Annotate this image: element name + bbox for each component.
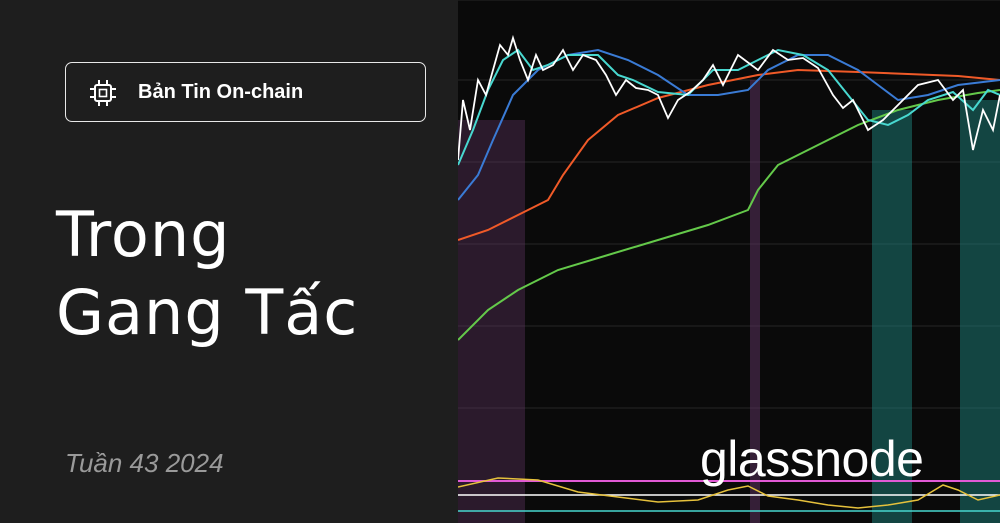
line bbox=[458, 477, 1000, 509]
chip-icon bbox=[90, 80, 116, 106]
grid bbox=[458, 0, 1000, 409]
band bbox=[750, 80, 760, 523]
chart-bg bbox=[458, 0, 1000, 523]
line bbox=[458, 48, 1000, 201]
badge-text: Bản Tin On-chain bbox=[138, 81, 304, 103]
line bbox=[458, 68, 1000, 241]
line bbox=[458, 34, 1000, 161]
subtitle: Tuần 43 2024 bbox=[65, 448, 224, 478]
title: Trong Gang Tấc bbox=[56, 196, 358, 352]
decorative-chart bbox=[458, 0, 1000, 523]
line bbox=[458, 48, 1000, 166]
band bbox=[458, 120, 525, 523]
band bbox=[960, 100, 1000, 523]
logo: glassnode bbox=[700, 431, 924, 487]
badge: Bản Tin On-chain bbox=[65, 62, 426, 122]
title-line: Trong bbox=[56, 198, 231, 271]
title-line: Gang Tấc bbox=[56, 276, 359, 349]
band bbox=[872, 110, 912, 523]
line bbox=[458, 89, 1000, 341]
